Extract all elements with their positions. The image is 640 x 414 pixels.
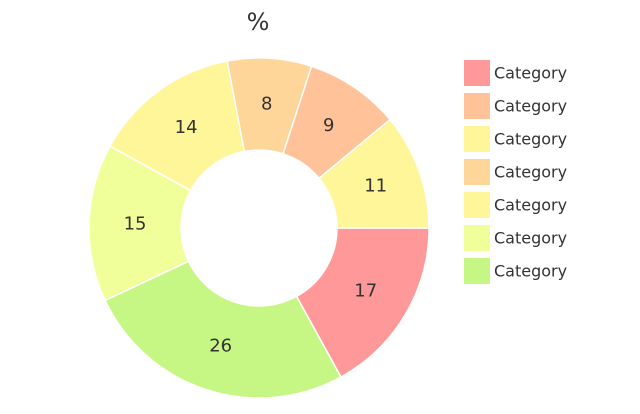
legend-label: Category — [494, 64, 567, 83]
legend-swatch — [464, 225, 490, 251]
legend-swatch — [464, 126, 490, 152]
donut-slice-11 — [318, 118, 430, 229]
slice-value-label: 8 — [261, 94, 272, 115]
legend-label: Category — [494, 163, 567, 182]
legend-swatch — [464, 192, 490, 218]
slice-value-label: 14 — [175, 117, 198, 138]
chart-title: % — [247, 8, 270, 36]
legend-label: Category — [494, 229, 567, 248]
legend-swatch — [464, 159, 490, 185]
legend: Category Category Category Category Category… — [464, 60, 567, 284]
legend-label: Category — [494, 97, 567, 116]
legend-label: Category — [494, 196, 567, 215]
legend-swatch — [464, 60, 490, 86]
donut-slice-15 — [88, 145, 192, 302]
donut-slice-17 — [295, 227, 430, 378]
donut-slices — [88, 57, 430, 399]
legend-swatch — [464, 93, 490, 119]
slice-value-label: 11 — [364, 175, 387, 196]
donut-slice-26 — [104, 260, 342, 399]
slice-value-label: 17 — [354, 281, 377, 302]
slice-labels: 17 26 15 14 8 9 11 — [124, 94, 388, 357]
slice-value-label: 9 — [323, 115, 334, 136]
legend-label: Category — [494, 130, 567, 149]
legend-swatch — [464, 258, 490, 284]
slice-value-label: 15 — [124, 214, 147, 235]
legend-label: Category — [494, 262, 567, 281]
slice-value-label: 26 — [209, 335, 232, 356]
